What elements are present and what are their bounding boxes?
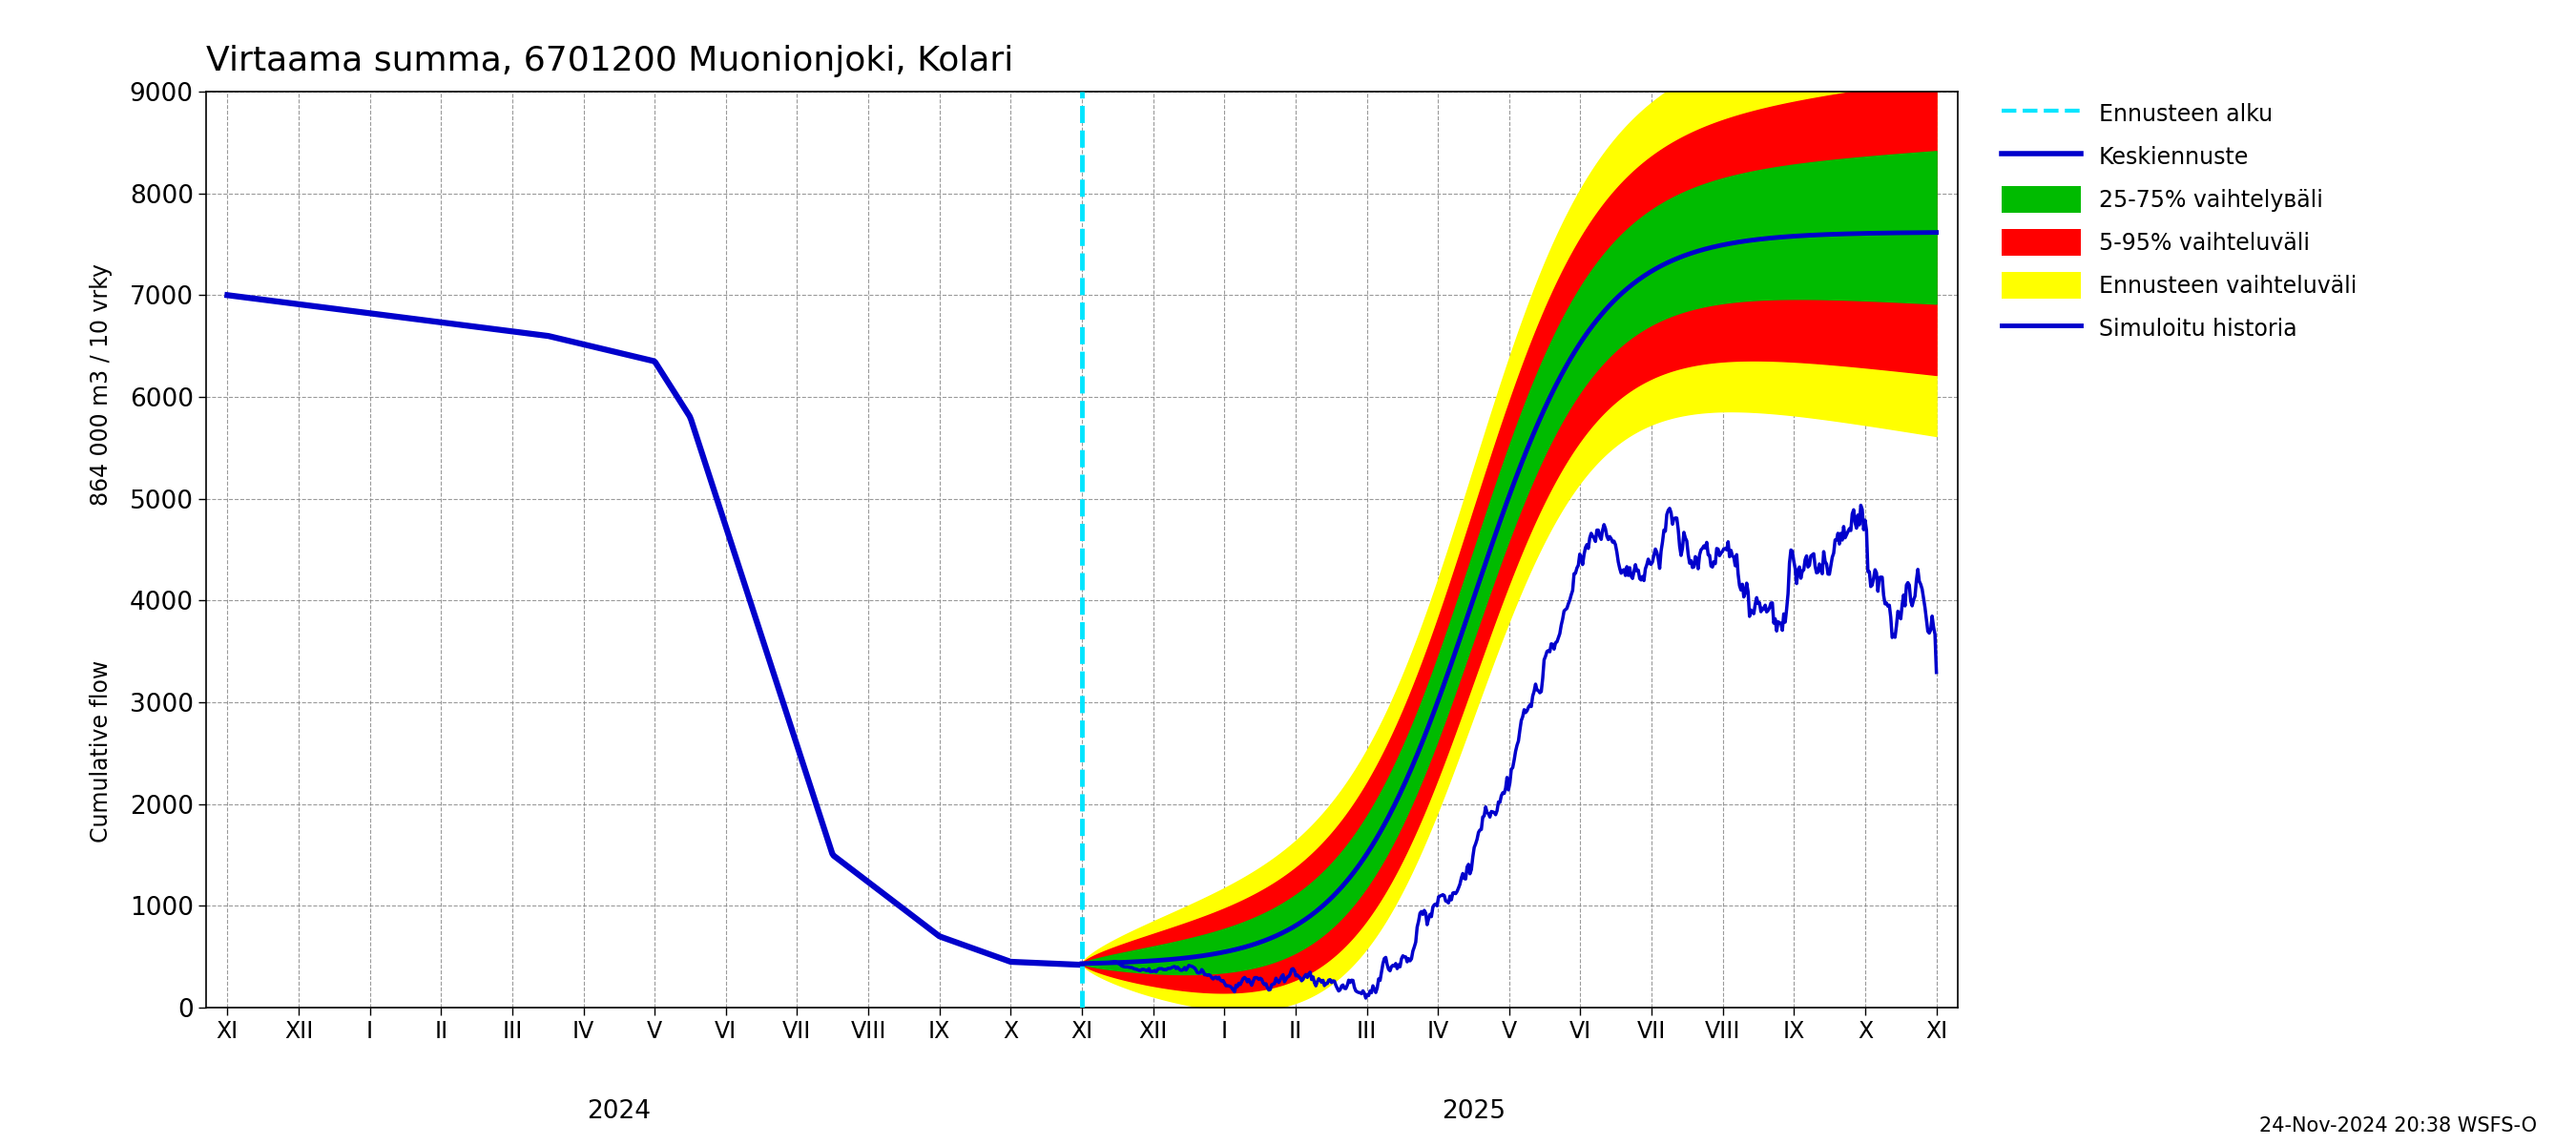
Legend: Ennusteen alku, Keskiennuste, 25-75% vaihtelувäli, 5-95% vaihteluväli, Ennusteen: Ennusteen alku, Keskiennuste, 25-75% vai… — [1994, 92, 2365, 350]
Text: Virtaama summa, 6701200 Muonionjoki, Kolari: Virtaama summa, 6701200 Muonionjoki, Kol… — [206, 45, 1012, 77]
Text: 2025: 2025 — [1443, 1099, 1504, 1124]
Text: 864 000 m3 / 10 vrky: 864 000 m3 / 10 vrky — [90, 263, 113, 506]
Text: 24-Nov-2024 20:38 WSFS-O: 24-Nov-2024 20:38 WSFS-O — [2259, 1116, 2537, 1136]
Text: Cumulative flow: Cumulative flow — [90, 660, 113, 843]
Text: 2024: 2024 — [587, 1099, 652, 1124]
